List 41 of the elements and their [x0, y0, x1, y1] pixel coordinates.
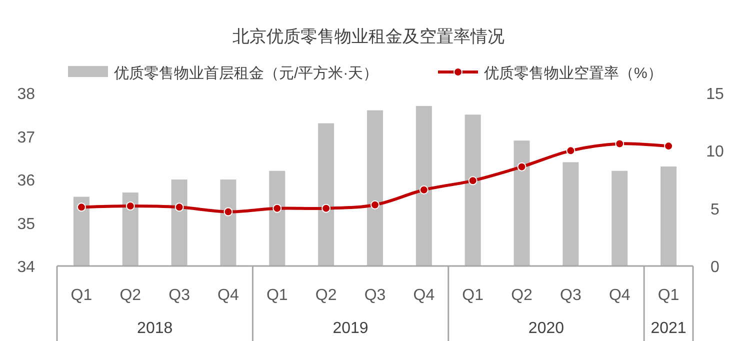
y-tick-label: 38 [17, 86, 36, 103]
legend-label: 优质零售物业首层租金（元/平方米·天） [114, 65, 378, 82]
x-tick-label: Q2 [511, 287, 533, 304]
x-tick-label: Q3 [560, 287, 582, 304]
y2-tick-label: 5 [710, 201, 720, 218]
point [126, 202, 135, 211]
x-tick-label: Q2 [315, 287, 337, 304]
chart-title: 北京优质零售物业租金及空置率情况 [232, 27, 504, 46]
legend-label: 优质零售物业空置率（%） [484, 65, 662, 82]
y-tick-label: 37 [17, 129, 36, 146]
x-tick-label: Q1 [70, 287, 92, 304]
text: 2020 [528, 320, 564, 337]
point [419, 185, 428, 194]
x-tick-label: Q4 [608, 287, 630, 304]
point [615, 139, 624, 148]
y2-tick-label: 10 [706, 144, 724, 161]
point [174, 202, 184, 212]
point [76, 202, 86, 212]
y2-tick-label: 0 [710, 259, 720, 276]
y-tick-label: 36 [17, 172, 36, 190]
text: 2018 [137, 320, 173, 337]
text: 2019 [332, 320, 368, 337]
point [272, 204, 282, 213]
text: 2021 [650, 320, 686, 337]
y-tick-label: 34 [17, 259, 36, 276]
point [517, 162, 526, 172]
point [322, 204, 331, 213]
x-tick-label: Q2 [120, 287, 142, 304]
x-tick-label: Q3 [168, 287, 190, 304]
point [566, 146, 576, 156]
point [468, 176, 478, 186]
y-tick-label: 35 [17, 216, 36, 233]
y2-tick-label: 15 [706, 86, 724, 103]
x-tick-label: Q1 [658, 287, 680, 304]
point [224, 207, 233, 216]
point [370, 200, 380, 210]
x-tick-label: Q4 [413, 287, 435, 304]
x-tick-label: Q4 [218, 287, 240, 304]
x-tick-label: Q1 [266, 287, 288, 304]
x-tick-label: Q1 [462, 287, 484, 304]
x-tick-label: Q3 [364, 287, 386, 304]
